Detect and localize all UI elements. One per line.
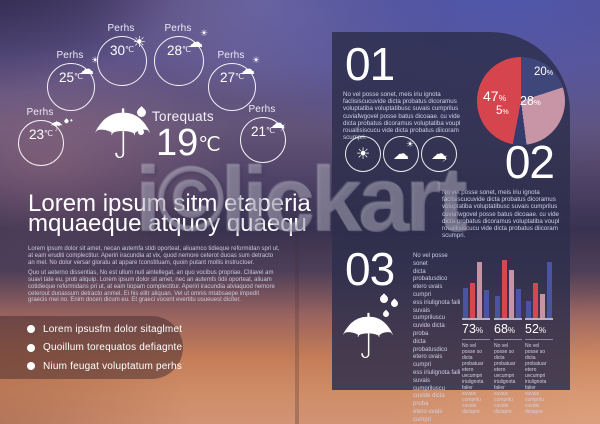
cloud-sun-icon (79, 57, 99, 77)
bar-caption: No vel posse so dicta probatuar etero uv… (525, 343, 547, 415)
section-number-02: 02 (504, 136, 555, 188)
weather-label: Perhs (217, 50, 245, 61)
feature-title: Torequats (152, 109, 214, 124)
bar (484, 290, 489, 318)
page-title: Lorem ipsum sitm etaperia mquaeque atquo… (28, 190, 311, 237)
feature-temperature: 19℃ (156, 122, 221, 164)
featured-weather: Torequats 19℃ (90, 100, 270, 175)
cloud-sun-icon (188, 30, 208, 50)
pie-chart: 20% 28% 5% 47% (477, 57, 565, 145)
cloud-sun-icon (240, 57, 260, 77)
weather-ring: 25℃ (47, 57, 99, 111)
weather-icon-circle (421, 136, 457, 172)
weather-label: Perhs (56, 50, 84, 61)
percent-label: 68% (494, 322, 522, 340)
bar-chart-group-1: 73% No vel posse so dicta probatuar eter… (462, 260, 490, 415)
weather-label: Perhs (248, 104, 276, 115)
weather-ring: 30℃ (97, 36, 147, 86)
percent-label: 52% (525, 322, 553, 340)
paragraph: Lorem ipsum dolor sit amet, necan autemf… (28, 246, 280, 266)
bullet-dot-icon (27, 362, 35, 370)
section-number-01: 01 (345, 38, 395, 90)
pie-label-47: 47% (483, 88, 507, 104)
weather-ring: 23℃ (18, 120, 64, 166)
bar (502, 260, 507, 318)
pie-label-5: 5% (496, 105, 509, 117)
weather-label: Perhs (107, 23, 135, 34)
bar (470, 283, 475, 318)
bar (509, 270, 514, 318)
bar-chart-group-2: 68% No vel posse so dicta probatuar eter… (494, 260, 522, 415)
bar-caption: No vel posse so dicta probatuar etero uv… (462, 343, 484, 415)
weather-circle-23: Perhs 23℃ (18, 107, 64, 166)
weather-ring: 28℃ (154, 30, 208, 86)
weather-circle-25: Perhs 25℃ (47, 50, 99, 111)
intro-paragraphs: Lorem ipsum dolor sit amet, necan autemf… (28, 246, 280, 308)
bar-caption: No vel posse so dicta probatuar etero uv… (494, 343, 516, 415)
cloud-sun-icon (393, 141, 414, 162)
weather-label: Perhs (164, 23, 192, 34)
section-number-03: 03 (345, 243, 395, 295)
bar (540, 294, 545, 318)
list-item: Nium feugat voluptatum perhs (27, 361, 183, 372)
bar-track (525, 260, 553, 320)
bullet-list: Lorem ipsusfm dolor sitaglmet Quoillum t… (0, 316, 183, 379)
bar (533, 283, 538, 318)
temperature-value: 30℃ (109, 43, 134, 58)
weather-circle-28: Perhs 28℃ (154, 23, 208, 86)
bar (516, 289, 521, 318)
weather-circle-30: Perhs 30℃ (97, 23, 147, 86)
sun-icon (356, 146, 370, 162)
sun-icon (133, 35, 146, 50)
weather-label: Perhs (26, 107, 54, 118)
bar (526, 301, 531, 318)
weather-ring: 21℃ (240, 117, 286, 163)
pie-label-28: 28% (520, 94, 541, 108)
bar (495, 296, 500, 318)
weather-circle-27: Perhs 27℃ (208, 50, 260, 111)
bar (477, 262, 482, 318)
list-item: Quoillum torequatos defiagnte (27, 342, 183, 353)
bar-track (494, 260, 522, 320)
section-03-text: No vel posse sonet dicta probatusdico et… (413, 253, 461, 423)
weather-icon-circle (383, 136, 419, 172)
storm-cloud-icon (431, 146, 448, 165)
weather-circle-21: Perhs 21℃ (240, 104, 286, 163)
section-02-text: No vel posse sonet, meis iriu ignota fac… (442, 189, 560, 240)
stats-panel: 01 No vel posse sonet, meis iriu ignota … (332, 32, 570, 423)
bullet-dot-icon (27, 343, 35, 352)
bullet-dot-icon (27, 325, 35, 333)
percent-label: 73% (462, 322, 490, 340)
bar-track (462, 260, 490, 320)
paragraph: Quo ut aeterno dissentias, No est ullum … (28, 270, 275, 304)
umbrella-rain-icon (50, 120, 63, 134)
temperature-value: 23℃ (28, 127, 53, 142)
temperature-value: 28℃ (166, 43, 191, 58)
section-01-text: No vel posse sonet, meis iriu ignota fac… (343, 91, 461, 142)
bar-chart-group-3: 52% No vel posse so dicta probatuar eter… (525, 260, 553, 415)
bar (547, 262, 552, 318)
pie-label-20: 20% (534, 66, 554, 78)
storm-cloud-icon (270, 116, 286, 134)
weather-ring: 27℃ (208, 57, 260, 111)
bar (463, 288, 468, 318)
page-fold-line (295, 170, 299, 424)
list-item: Lorem ipsusfm dolor sitaglmet (27, 324, 183, 335)
weather-icon-circle (345, 136, 381, 172)
